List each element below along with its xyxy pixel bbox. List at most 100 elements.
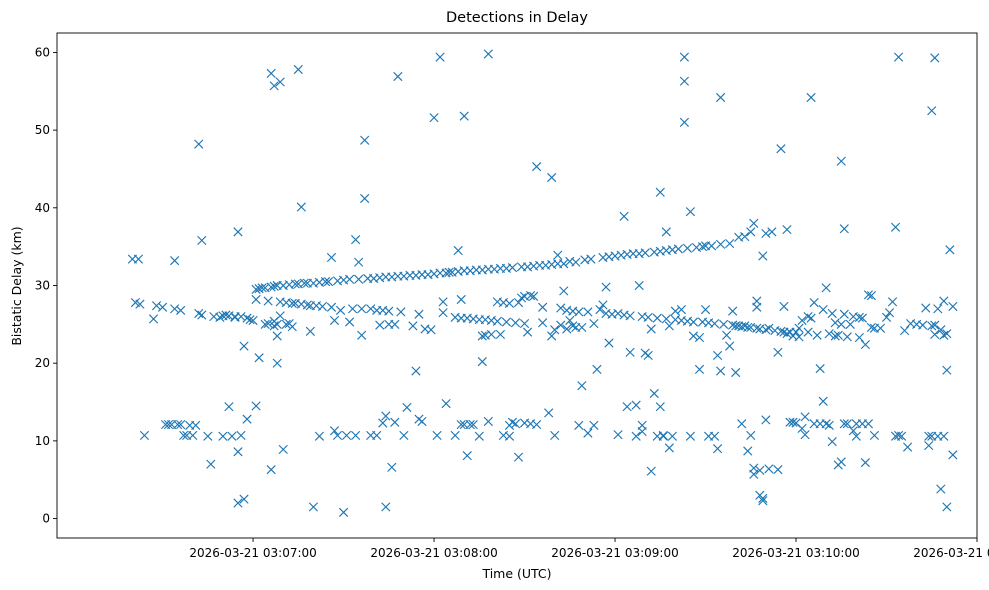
data-point-0-357 — [746, 430, 756, 441]
data-point-0-353 — [740, 231, 750, 242]
data-point-0-5 — [148, 314, 159, 324]
data-point-0-219 — [522, 327, 533, 337]
data-point-0-241 — [559, 259, 569, 269]
data-point-0-401 — [806, 313, 816, 323]
data-point-0-29 — [218, 431, 228, 441]
data-point-0-251 — [574, 420, 584, 430]
data-point-0-383 — [779, 301, 789, 312]
y-axis-label: Bistatic Delay (km) — [9, 226, 24, 345]
data-point-0-386 — [782, 329, 792, 339]
data-point-0-156 — [429, 113, 439, 123]
data-point-0-322 — [688, 317, 699, 327]
data-point-0-211 — [510, 419, 521, 429]
data-point-0-80 — [290, 279, 300, 289]
data-point-0-478 — [945, 245, 955, 255]
data-point-0-142 — [399, 430, 409, 441]
data-point-0-240 — [556, 320, 566, 330]
data-point-0-305 — [661, 314, 671, 324]
axis-ticks: 2026-03-21 03:07:00 2026-03-21 03:08:00 20… — [35, 45, 989, 560]
data-point-0-454 — [899, 325, 910, 336]
data-point-0-78 — [287, 298, 297, 308]
data-point-0-442 — [866, 290, 877, 301]
data-point-0-204 — [501, 317, 512, 327]
data-point-0-115 — [354, 274, 364, 284]
data-point-0-415 — [827, 308, 837, 319]
data-point-0-340 — [715, 366, 726, 376]
data-point-0-208 — [507, 417, 518, 427]
data-point-0-452 — [893, 430, 904, 441]
data-point-0-147 — [411, 366, 421, 376]
data-point-0-40 — [236, 311, 246, 322]
data-point-0-19 — [188, 430, 198, 441]
data-point-0-302 — [658, 430, 668, 441]
data-point-0-91 — [308, 502, 319, 512]
data-point-0-43 — [239, 341, 249, 351]
data-point-0-377 — [767, 227, 777, 237]
data-point-0-271 — [613, 308, 623, 319]
data-point-0-290 — [643, 350, 653, 361]
x-tick-label-1: 2026-03-21 03:08:00 — [370, 546, 497, 560]
data-point-0-400 — [803, 327, 813, 337]
data-point-0-341 — [719, 319, 729, 329]
data-point-0-329 — [700, 304, 711, 315]
data-point-0-373 — [761, 228, 771, 239]
data-point-0-336 — [712, 350, 723, 361]
data-point-0-206 — [504, 431, 515, 441]
data-point-0-319 — [682, 243, 693, 253]
data-point-0-130 — [381, 502, 391, 512]
data-point-0-31 — [221, 310, 231, 320]
x-axis-label: Time (UTC) — [481, 566, 551, 581]
data-point-0-181 — [468, 419, 478, 430]
data-point-0-315 — [679, 52, 690, 62]
data-point-0-57 — [263, 318, 273, 329]
data-point-0-447 — [884, 308, 895, 318]
data-point-0-411 — [821, 419, 831, 429]
data-point-0-254 — [577, 322, 587, 333]
data-point-0-13 — [173, 419, 183, 430]
data-point-0-382 — [776, 326, 786, 336]
data-point-0-335 — [709, 318, 720, 329]
data-point-0-4 — [139, 430, 150, 441]
data-point-0-328 — [697, 242, 708, 252]
data-point-0-365 — [752, 302, 762, 312]
data-point-0-399 — [803, 311, 813, 322]
data-point-0-311 — [670, 306, 680, 316]
data-point-0-475 — [942, 502, 952, 512]
data-point-0-179 — [465, 419, 475, 430]
data-point-0-1 — [133, 254, 144, 264]
data-point-0-396 — [797, 315, 807, 326]
data-point-0-16 — [179, 430, 189, 441]
data-point-0-155 — [426, 325, 436, 335]
data-point-0-53 — [257, 283, 267, 293]
data-point-0-433 — [854, 332, 864, 343]
data-point-0-380 — [773, 347, 783, 357]
data-point-0-321 — [685, 207, 696, 217]
data-point-0-263 — [598, 300, 608, 310]
data-point-0-161 — [438, 297, 448, 307]
data-point-0-207 — [504, 298, 515, 308]
x-tick-label-2: 2026-03-21 03:09:00 — [551, 546, 678, 560]
data-point-0-334 — [709, 431, 720, 441]
data-point-0-85 — [296, 202, 306, 212]
data-point-0-472 — [939, 296, 949, 306]
y-tick-label-3: 30 — [35, 279, 50, 293]
data-point-0-258 — [586, 254, 596, 264]
data-point-0-97 — [320, 277, 331, 287]
data-point-0-480 — [948, 450, 958, 460]
data-point-0-316 — [679, 76, 690, 86]
data-point-0-221 — [525, 290, 536, 301]
data-point-0-140 — [393, 71, 403, 82]
data-point-0-451 — [893, 52, 904, 62]
data-point-0-47 — [248, 315, 258, 326]
data-point-0-467 — [930, 329, 940, 340]
data-point-0-463 — [927, 106, 937, 116]
data-point-0-150 — [414, 309, 424, 319]
data-point-0-104 — [332, 430, 343, 441]
data-point-0-408 — [818, 396, 828, 406]
data-point-0-229 — [538, 318, 548, 328]
data-point-0-137 — [390, 417, 400, 427]
data-point-0-11 — [170, 304, 180, 314]
data-point-0-146 — [408, 321, 418, 331]
data-point-0-281 — [631, 431, 641, 441]
data-point-0-389 — [788, 417, 798, 427]
